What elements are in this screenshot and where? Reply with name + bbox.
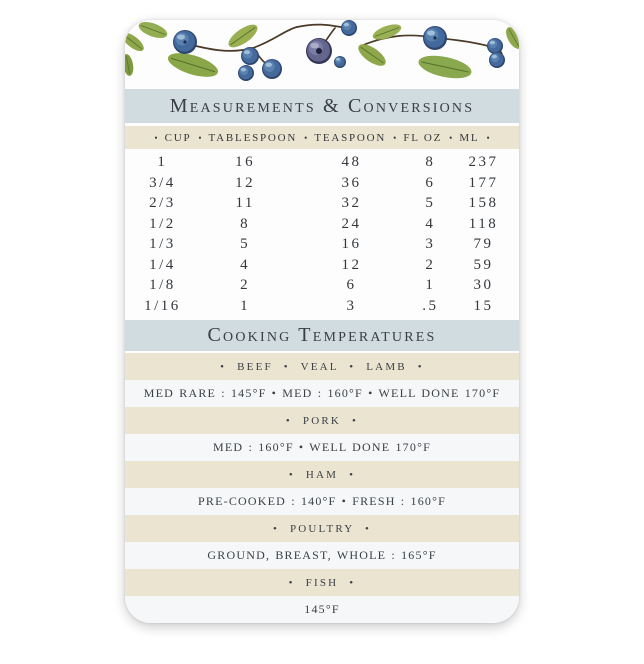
conversion-value: 24 [341, 215, 362, 232]
bullet-separator: • [198, 132, 202, 143]
conversion-value: 79 [473, 236, 494, 253]
conversion-value: 177 [468, 174, 499, 191]
divider [125, 123, 519, 126]
conversion-value: 12 [341, 256, 362, 273]
column-label: ML [459, 131, 480, 144]
conversion-value: 2 [425, 256, 436, 273]
conversions-title: Measurements & Conversions [169, 94, 475, 117]
conversion-value: 118 [468, 215, 499, 232]
conversion-value: 36 [341, 174, 362, 191]
conversion-value: 11 [235, 195, 255, 212]
conversions-header-band: Measurements & Conversions [125, 89, 519, 123]
conversion-value: 16 [341, 236, 362, 253]
conversion-value: 237 [468, 154, 499, 171]
bullet-separator: • [154, 132, 158, 143]
conversion-value: 1/2 [149, 215, 176, 232]
temp-category-stripe: • BEEF • VEAL • LAMB • [125, 353, 519, 380]
temp-detail-stripe: GROUND, BREAST, WHOLE : 165°F [125, 542, 519, 569]
conversion-value: 30 [473, 277, 494, 294]
conversion-value: .5 [422, 297, 439, 314]
column-label: TABLESPOON [208, 131, 298, 144]
temp-detail-stripe: 145°F [125, 596, 519, 623]
temp-detail-stripe: MED : 160°F • WELL DONE 170°F [125, 434, 519, 461]
temp-category-stripe: • POULTRY • [125, 515, 519, 542]
conversion-value: 12 [235, 174, 256, 191]
bullet-separator: • [393, 132, 397, 143]
temp-detail-stripe: MED RARE : 145°F • MED : 160°F • WELL DO… [125, 380, 519, 407]
conversion-value: 16 [235, 154, 256, 171]
conversion-value: 2 [240, 277, 251, 294]
conversion-value: 1/3 [149, 236, 176, 253]
conversion-value: 1/4 [149, 256, 176, 273]
conversion-value: 1/8 [149, 277, 176, 294]
conversion-value: 5 [240, 236, 251, 253]
conversions-column-header: • CUP • TABLESPOON • TEASPOON • FL OZ • ML • [125, 126, 519, 149]
temp-category-stripe: • HAM • [125, 461, 519, 488]
temperatures-list: • BEEF • VEAL • LAMB • MED RARE : 145°F •… [125, 353, 519, 623]
conversion-row: 2/3 11 32 5 158 [125, 195, 519, 212]
bullet-separator: • [304, 132, 308, 143]
conversion-row: 1 16 48 8 237 [125, 154, 519, 171]
blueberry-garland-illustration [125, 20, 519, 89]
conversion-value: 15 [473, 297, 494, 314]
conversion-value: 8 [240, 215, 251, 232]
column-label: TEASPOON [314, 131, 387, 144]
conversion-row: 1/4 4 12 2 59 [125, 257, 519, 274]
divider [125, 351, 519, 353]
temperatures-header-band: Cooking Temperatures [125, 320, 519, 351]
conversion-value: 158 [468, 195, 499, 212]
leaf [125, 22, 519, 79]
column-label: CUP [164, 131, 192, 144]
conversion-value: 3 [346, 297, 357, 314]
conversion-row: 1/8 2 6 1 30 [125, 277, 519, 294]
conversion-value: 32 [341, 195, 362, 212]
conversion-row: 1/2 8 24 4 118 [125, 216, 519, 233]
temperatures-title: Cooking Temperatures [207, 324, 437, 346]
blueberry-purple [306, 38, 332, 64]
magnet-card: Measurements & Conversions • CUP • TABLESPO… [125, 20, 519, 623]
conversion-value: 8 [425, 154, 436, 171]
conversion-row: 3/4 12 36 6 177 [125, 175, 519, 192]
blueberry-garland-svg [125, 20, 519, 81]
bullet-separator: • [486, 132, 490, 143]
conversions-table: 1 16 48 8 237 3/4 12 36 6 177 2/3 11 32 5 158 1/2 8 24 4 11… [125, 149, 519, 320]
conversion-value: 1 [157, 154, 168, 171]
conversion-row: 1/3 5 16 3 79 [125, 236, 519, 253]
conversion-value: 1/16 [144, 297, 181, 314]
conversion-value: 4 [425, 215, 436, 232]
bullet-separator: • [449, 132, 453, 143]
conversion-value: 48 [341, 154, 362, 171]
temp-category-stripe: • FISH • [125, 569, 519, 596]
conversion-value: 6 [425, 174, 436, 191]
conversion-value: 6 [346, 277, 357, 294]
conversion-value: 3 [425, 236, 436, 253]
column-label: FL OZ [403, 131, 443, 144]
conversion-value: 3/4 [149, 174, 176, 191]
temp-category-stripe: • PORK • [125, 407, 519, 434]
conversion-value: 1 [425, 277, 436, 294]
conversion-value: 2/3 [149, 195, 176, 212]
conversion-value: 1 [240, 297, 251, 314]
conversion-value: 59 [473, 256, 494, 273]
conversion-value: 4 [240, 256, 251, 273]
temp-detail-stripe: PRE-COOKED : 140°F • FRESH : 160°F [125, 488, 519, 515]
conversion-value: 5 [425, 195, 436, 212]
blueberry [173, 20, 505, 81]
conversion-row: 1/16 1 3 .5 15 [125, 298, 519, 315]
